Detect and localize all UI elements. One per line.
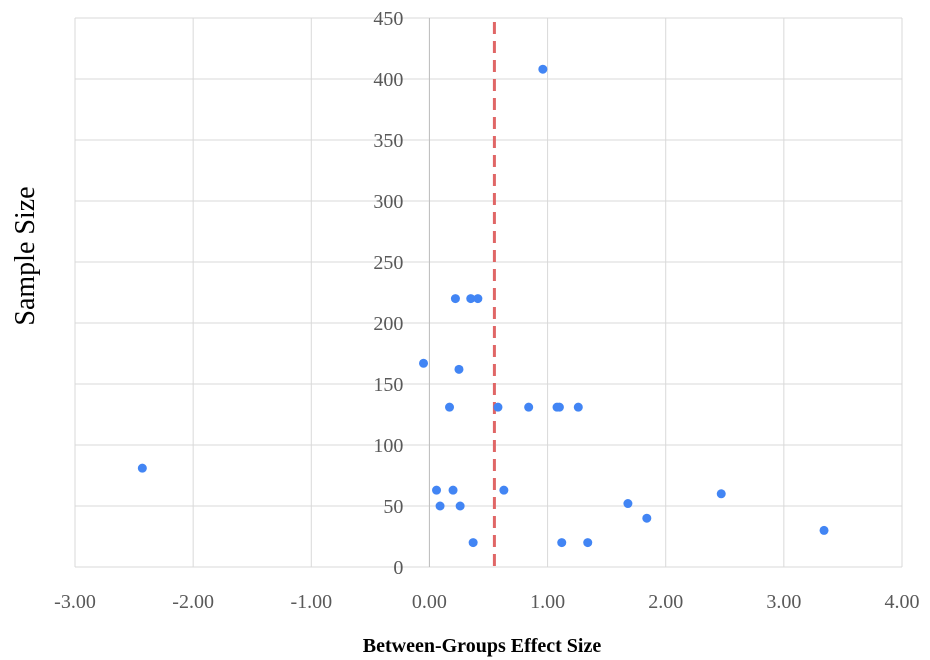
data-point [137, 463, 147, 473]
data-point [454, 364, 464, 374]
y-tick-label: 350 [373, 130, 403, 152]
y-tick-label: 50 [383, 496, 403, 518]
x-tick-labels: -3.00 -2.00 -1.00 0.00 1.00 2.00 3.00 4.00 [54, 591, 919, 613]
data-point [473, 294, 483, 304]
data-point [524, 402, 534, 412]
data-point [623, 499, 633, 509]
x-axis-title: Between-Groups Effect Size [363, 635, 602, 657]
data-point [455, 501, 465, 511]
y-tick-label: 300 [373, 191, 403, 213]
data-point [468, 538, 478, 548]
data-point [499, 485, 509, 495]
data-point [716, 489, 726, 499]
y-tick-label: 100 [373, 435, 403, 457]
y-tick-label: 200 [373, 313, 403, 335]
data-point [493, 402, 503, 412]
data-point [557, 538, 567, 548]
y-tick-label: 0 [393, 557, 403, 579]
data-point [819, 525, 829, 535]
x-tick-label: 3.00 [766, 591, 801, 613]
data-point [466, 294, 476, 304]
data-point [445, 402, 455, 412]
data-point [583, 538, 593, 548]
y-tick-label: 450 [373, 8, 403, 30]
data-point [573, 402, 583, 412]
y-tick-label: 250 [373, 252, 403, 274]
y-tick-label: 400 [373, 69, 403, 91]
x-tick-label: 2.00 [648, 591, 683, 613]
grid-lines [74, 17, 903, 568]
data-point [435, 501, 445, 511]
data-point [538, 64, 548, 74]
y-tick-labels: 0 50 100 150 200 250 300 350 400 450 [373, 8, 403, 579]
x-tick-label: -1.00 [290, 591, 332, 613]
data-point [419, 358, 429, 368]
x-tick-label: -2.00 [172, 591, 214, 613]
x-tick-label: 1.00 [530, 591, 565, 613]
data-point [642, 513, 652, 523]
data-point [448, 485, 458, 495]
data-point [450, 294, 460, 304]
y-axis-title: Sample Size [10, 186, 41, 325]
data-point [432, 485, 442, 495]
data-points [137, 64, 829, 548]
x-tick-label: 0.00 [412, 591, 447, 613]
x-tick-label: 4.00 [885, 591, 920, 613]
data-point [554, 402, 564, 412]
y-tick-label: 150 [373, 374, 403, 396]
x-tick-label: -3.00 [54, 591, 96, 613]
